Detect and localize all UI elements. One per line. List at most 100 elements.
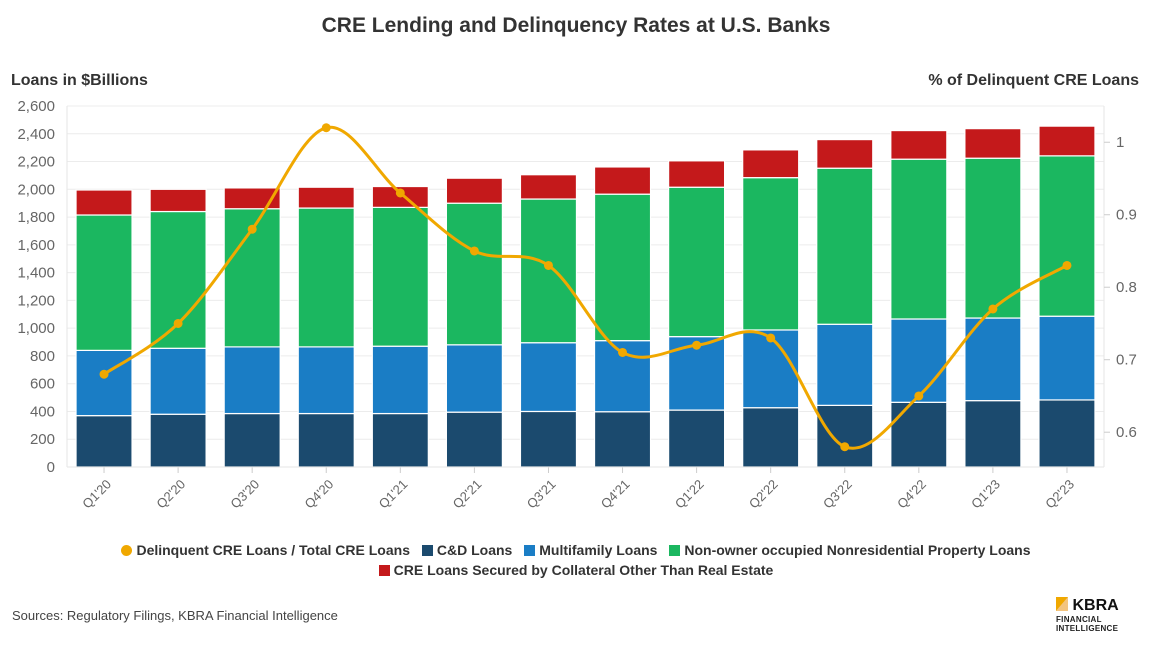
chart-title: CRE Lending and Delinquency Rates at U.S… [321,14,831,37]
bar-segment [445,177,503,204]
bar-segment [371,412,429,468]
bar-segment [816,323,874,406]
x-tick-label: Q3'22 [820,477,855,512]
x-tick-label: Q3'20 [227,477,262,512]
x-tick-label: Q2'23 [1042,477,1077,512]
bar-segment [668,409,726,468]
x-tick-label: Q4'22 [894,477,929,512]
delinquency-point [99,369,109,379]
y-right-tick-label: 1 [1116,134,1124,151]
y-tick-label: 200 [30,431,55,448]
delinquency-point [618,347,628,357]
bar-segment [223,412,281,468]
bar-segment [223,346,281,415]
legend-swatch [524,545,536,556]
bar-segment [297,207,355,348]
bar-segment [519,410,578,468]
x-tick-label: Q1'23 [968,477,1003,512]
x-tick-label: Q4'21 [598,477,633,512]
bar-segment [742,149,800,179]
bar-segment [964,317,1022,402]
bar-segment [149,188,207,213]
legend-item-multifamily[interactable]: Multifamily Loans [524,540,657,560]
y-right-tick-label: 0.6 [1116,424,1137,441]
bar-segment [964,157,1022,319]
bar-segment [593,166,652,195]
delinquency-point [543,260,553,270]
y-tick-label: 800 [30,348,55,365]
delinquency-point [914,391,924,401]
bar-segment [1038,315,1096,401]
bar-segment [223,187,281,210]
bar-segment [75,349,133,417]
bar-segment [297,412,355,468]
delinquency-line [103,125,1068,450]
bar-segment [445,411,503,468]
bar-segment [742,407,800,468]
delinquency-point [1062,260,1072,270]
bar-segment [964,400,1022,468]
y-right-tick-label: 0.8 [1116,279,1137,296]
y-right-tick-label: 0.7 [1116,352,1137,369]
bar-segment [593,193,652,342]
bar-segment [75,214,133,351]
bar-segment [816,167,874,325]
bar-segment [519,174,578,200]
bar-segment [519,342,578,413]
bar-segment [742,329,800,409]
bar-segment [445,344,503,413]
y-tick-label: 2,400 [17,126,55,143]
x-tick-label: Q1'21 [376,477,411,512]
legend: Delinquent CRE Loans / Total CRE Loans C… [0,540,1152,580]
source-note: Sources: Regulatory Filings, KBRA Financ… [12,608,338,623]
y-tick-label: 0 [47,459,55,476]
bar-segment [297,186,355,209]
bar-segment [75,189,133,216]
bar-segment [890,129,948,160]
legend-item-cd[interactable]: C&D Loans [421,540,512,560]
y-axis-right-label: % of Delinquent CRE Loans [928,72,1139,89]
delinquency-point [321,123,331,133]
y-tick-label: 1,600 [17,237,55,254]
bar-segment [816,139,874,169]
y-tick-label: 2,000 [17,181,55,198]
bar-segment [1038,155,1096,317]
bar-segment [890,401,948,468]
bar-segment [668,186,726,338]
legend-item-other-collateral[interactable]: CRE Loans Secured by Collateral Other Th… [378,560,773,580]
legend-swatch [669,545,681,556]
bar-segment [149,413,207,468]
delinquency-point [395,188,405,198]
bar-segment [890,318,948,403]
bar-segment [149,347,207,415]
bar-segment [593,411,652,468]
x-tick-label: Q1'22 [672,477,707,512]
delinquency-point [692,340,702,350]
x-tick-label: Q3'21 [524,477,559,512]
bar-segment [519,198,578,344]
legend-swatch [121,545,133,556]
y-right-tick-label: 0.9 [1116,207,1137,224]
bar-segment [297,346,355,415]
x-tick-label: Q2'21 [450,477,485,512]
x-tick-label: Q2'22 [746,477,781,512]
delinquency-point [988,304,998,314]
legend-item-nonresidential[interactable]: Non-owner occupied Nonresidential Proper… [669,540,1031,560]
y-tick-label: 1,400 [17,265,55,282]
legend-swatch [421,545,433,556]
logo-mark-icon [1056,597,1068,611]
kbra-logo: KBRA FINANCIAL INTELLIGENCE [1056,597,1119,633]
legend-item-delinquency[interactable]: Delinquent CRE Loans / Total CRE Loans [121,540,410,560]
bar-segment [742,177,800,331]
bar-segment [964,128,1022,159]
x-tick-label: Q1'20 [79,477,114,512]
y-tick-label: 400 [30,403,55,420]
x-tick-label: Q2'20 [153,477,188,512]
bar-segment [445,202,503,346]
y-tick-label: 1,200 [17,292,55,309]
bar-segment [890,158,948,320]
delinquency-point [173,318,183,328]
delinquency-point [840,442,850,452]
bar-segment [371,345,429,415]
